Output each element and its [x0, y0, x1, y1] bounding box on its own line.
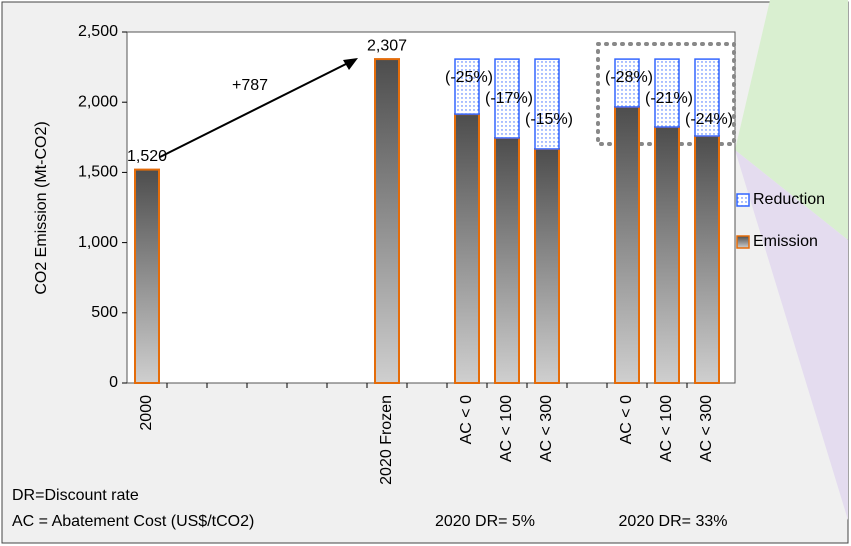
- percent-label: (-24%): [685, 111, 733, 128]
- note: AC = Abatement Cost (US$/tCO2): [12, 513, 254, 530]
- reduction-bar: [614, 58, 640, 108]
- x-tick-label: 2020 Frozen: [378, 395, 395, 485]
- reduction-bar: [494, 58, 520, 139]
- decor: [735, 150, 848, 520]
- emission-bar: [374, 58, 400, 384]
- decor: [735, 0, 848, 240]
- y-tick-label: 2,000: [78, 93, 118, 110]
- x-tick-label: 2000: [138, 395, 155, 431]
- group-label: 2020 DR= 5%: [435, 513, 535, 530]
- annotation: +787: [232, 77, 268, 94]
- x-tick-label: AC < 0: [458, 395, 475, 444]
- reduction-bar: [654, 58, 680, 128]
- y-axis-label: CO2 Emission (Mt-CO2): [33, 121, 50, 294]
- y-tick-label: 0: [109, 374, 118, 391]
- percent-label: (-21%): [645, 90, 693, 107]
- y-tick-label: 2,500: [78, 23, 118, 40]
- emission-bar: [534, 147, 560, 384]
- x-tick-label: AC < 300: [698, 395, 715, 462]
- emission-bar: [694, 135, 720, 384]
- group-label: 2020 DR= 33%: [619, 513, 728, 530]
- data-label: 1,520: [127, 148, 167, 165]
- legend-swatch: [736, 235, 750, 249]
- note: DR=Discount rate: [12, 487, 139, 504]
- emission-bar: [134, 168, 160, 384]
- legend-label: Emission: [753, 233, 818, 250]
- emission-bar: [614, 105, 640, 384]
- arrow-head: [343, 58, 358, 70]
- emission-bar: [654, 126, 680, 384]
- x-tick-label: AC < 0: [618, 395, 635, 444]
- legend-label: Reduction: [753, 191, 825, 208]
- percent-label: (-25%): [445, 69, 493, 86]
- reduction-bar: [694, 58, 720, 137]
- y-tick-label: 1,000: [78, 234, 118, 251]
- y-tick-label: 1,500: [78, 164, 118, 181]
- percent-label: (-28%): [605, 69, 653, 86]
- emission-bar: [454, 113, 480, 384]
- percent-label: (-17%): [485, 90, 533, 107]
- arrow: [159, 61, 351, 158]
- x-tick-label: AC < 300: [538, 395, 555, 462]
- percent-label: (-15%): [525, 111, 573, 128]
- y-tick-label: 500: [91, 304, 118, 321]
- emission-bar: [494, 137, 520, 384]
- x-tick-label: AC < 100: [498, 395, 515, 462]
- reduction-bar: [534, 58, 560, 150]
- reduction-bar: [454, 58, 480, 115]
- legend-swatch: [736, 193, 750, 207]
- x-tick-label: AC < 100: [658, 395, 675, 462]
- data-label: 2,307: [367, 37, 407, 54]
